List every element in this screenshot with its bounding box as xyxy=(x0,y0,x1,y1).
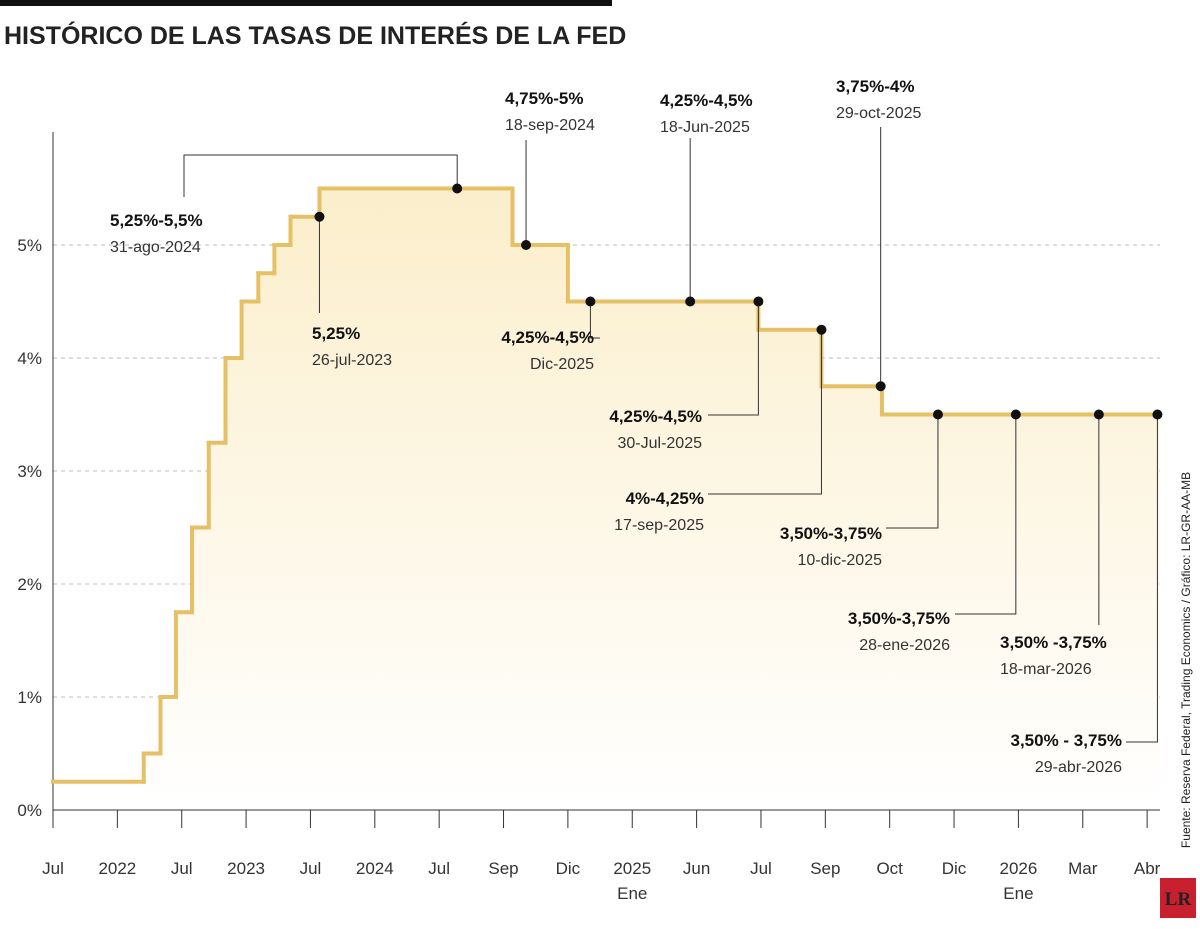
x-tick-label: Jul xyxy=(300,859,322,878)
annotation-date: 31-ago-2024 xyxy=(110,239,201,256)
annotation-dot xyxy=(585,296,596,307)
x-tick-label: Jun xyxy=(683,859,710,878)
x-tick-label: 2025 Ene xyxy=(613,859,651,903)
source: Fuente: Reserva Federal, Trading Economi… xyxy=(1179,472,1193,848)
annotation-value: 3,50%-3,75% xyxy=(848,609,950,628)
leader-line xyxy=(886,414,939,529)
annotation-date: 18-Jun-2025 xyxy=(660,119,750,136)
x-tick-label: Oct xyxy=(876,859,903,878)
annotation-date: 26-jul-2023 xyxy=(312,352,392,369)
annotation-dot xyxy=(314,211,325,222)
x-tick-label: Dic xyxy=(942,859,967,878)
x-tick-label: 2022 xyxy=(98,859,136,878)
annotation-date: 18-mar-2026 xyxy=(1000,661,1092,678)
annotation-value: 5,25%-5,5% xyxy=(110,211,203,230)
y-tick-label: 3% xyxy=(17,462,42,481)
annotation-value: 3,50% -3,75% xyxy=(1000,633,1107,652)
x-tick-label: 2023 xyxy=(227,859,265,878)
annotation-value: 4,25%-4,5% xyxy=(609,407,702,426)
annotation-value: 4,75%-5% xyxy=(505,89,583,108)
annotation-dot xyxy=(1093,409,1104,420)
chart-title: HISTÓRICO DE LAS TASAS DE INTERÉS DE LA … xyxy=(4,20,626,50)
y-tick-label: 0% xyxy=(17,801,42,820)
x-tick-label: Jul xyxy=(171,859,193,878)
annotation-value: 3,50% - 3,75% xyxy=(1010,731,1122,750)
logo: LR xyxy=(1165,889,1192,910)
leader-line xyxy=(183,154,458,197)
x-tick-label: Dic xyxy=(556,859,581,878)
annotation-value: 3,50%-3,75% xyxy=(780,524,882,543)
area-fill xyxy=(53,188,1160,810)
leader-line xyxy=(589,301,600,339)
annotation-dot xyxy=(452,183,463,194)
annotation-dot xyxy=(932,409,943,420)
x-tick-label: Sep xyxy=(810,859,840,878)
annotation-dot xyxy=(1152,409,1163,420)
annotation-value: 5,25% xyxy=(312,324,360,343)
annotation-dot xyxy=(685,296,696,307)
title-bar xyxy=(0,0,612,6)
x-tick-label: Jul xyxy=(42,859,64,878)
annotation-dot xyxy=(1010,409,1021,420)
annotation-value: 4,25%-4,5% xyxy=(501,328,594,347)
y-tick-label: 4% xyxy=(17,349,42,368)
annotation-dot xyxy=(521,240,532,250)
x-tick-label: 2026 Ene xyxy=(999,859,1037,903)
annotation-date: 28-ene-2026 xyxy=(859,637,950,654)
x-tick-label: Jul xyxy=(750,859,772,878)
x-tick-label: 2024 xyxy=(356,859,394,878)
annotation-date: 10-dic-2025 xyxy=(798,552,883,569)
leader-line xyxy=(1126,414,1158,743)
y-tick-label: 2% xyxy=(17,575,42,594)
leader-line xyxy=(708,301,759,416)
leader-line xyxy=(708,329,822,495)
annotation-date: 29-abr-2026 xyxy=(1035,759,1122,776)
annotation-value: 4,25%-4,5% xyxy=(660,91,753,110)
x-tick-label: Mar xyxy=(1068,859,1098,878)
annotation-dot xyxy=(753,296,764,307)
y-tick-label: 5% xyxy=(17,236,42,255)
x-tick-label: Jul xyxy=(428,859,450,878)
annotation-date: Dic-2025 xyxy=(530,356,594,373)
annotation-dot xyxy=(875,381,886,392)
logo-box xyxy=(1160,878,1196,918)
x-tick-label: Sep xyxy=(488,859,518,878)
x-tick-label: Abr xyxy=(1134,859,1161,878)
annotation-date: 17-sep-2025 xyxy=(614,517,704,534)
y-tick-label: 1% xyxy=(17,688,42,707)
annotation-date: 18-sep-2024 xyxy=(505,117,595,134)
annotation-value: 3,75%-4% xyxy=(836,77,914,96)
annotation-date: 29-oct-2025 xyxy=(836,105,921,122)
annotation-value: 4%-4,25% xyxy=(626,489,704,508)
leader-line xyxy=(955,414,1017,615)
annotation-date: 30-Jul-2025 xyxy=(618,435,703,452)
annotation-dot xyxy=(816,324,827,335)
